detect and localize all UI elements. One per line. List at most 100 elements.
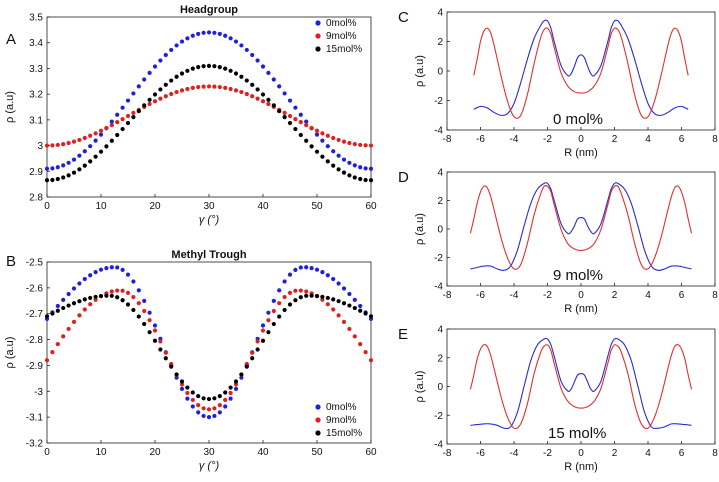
data-point — [320, 154, 325, 159]
data-point — [196, 410, 201, 415]
data-point — [298, 132, 303, 138]
x-tick-label: -2 — [543, 448, 552, 459]
panel-letter: C — [398, 9, 409, 26]
data-point — [298, 288, 303, 293]
data-point — [120, 298, 125, 303]
legend-label: 15mol% — [326, 428, 362, 439]
x-tick-label: 0 — [44, 201, 50, 212]
y-tick-label: 3.3 — [29, 64, 43, 75]
data-point — [50, 177, 55, 183]
data-point — [50, 143, 55, 148]
data-point — [109, 119, 114, 124]
data-point — [320, 138, 325, 143]
data-point — [304, 123, 309, 128]
data-point — [212, 84, 217, 89]
data-point — [206, 30, 212, 35]
panel-d-9mol: -8 -6 -4 -2 0 2 4 6 8 -4 -2 0 2 4 R (nm) ρ (a.u) D 9 mol% — [398, 168, 718, 316]
data-point — [320, 294, 325, 299]
data-point — [125, 290, 131, 295]
data-point — [82, 149, 87, 154]
data-point — [255, 87, 260, 92]
data-point — [331, 163, 336, 168]
data-point — [358, 142, 363, 148]
y-tick-label: 3.1 — [29, 115, 43, 126]
data-point — [314, 149, 320, 154]
data-point — [206, 415, 212, 420]
data-point — [347, 160, 352, 165]
data-point — [169, 78, 174, 83]
legend-marker — [315, 46, 321, 52]
x-tick-label: 10 — [95, 201, 107, 212]
data-point — [304, 119, 309, 124]
series-9molpct — [44, 84, 374, 148]
data-point — [223, 404, 228, 409]
data-point — [66, 303, 71, 308]
x-axis-label: R (nm) — [564, 303, 598, 315]
y-tick-label: 0 — [437, 67, 443, 78]
data-point — [260, 323, 266, 328]
data-point — [314, 267, 320, 272]
data-point — [293, 126, 298, 132]
panel-title: Methyl Trough — [171, 249, 246, 261]
data-point — [131, 294, 136, 300]
panel-letter: A — [6, 31, 16, 48]
data-point — [174, 43, 179, 48]
data-point — [298, 265, 303, 270]
x-tick-label: 50 — [311, 447, 323, 458]
panel-letter: B — [6, 253, 16, 270]
x-tick-label: -8 — [443, 448, 452, 459]
data-point — [82, 307, 87, 312]
panel-letter: D — [398, 169, 409, 186]
data-point — [147, 310, 152, 315]
data-point — [109, 293, 114, 298]
data-point — [115, 295, 120, 300]
panel-title: Headgroup — [180, 4, 238, 16]
data-point — [233, 379, 239, 384]
data-point — [109, 265, 114, 270]
x-tick-label: -4 — [510, 448, 519, 459]
data-point — [347, 173, 352, 178]
data-point — [363, 143, 368, 148]
data-point — [88, 144, 93, 149]
data-point — [185, 68, 190, 73]
data-point — [93, 154, 98, 159]
data-point — [88, 133, 93, 138]
series-15molpct — [44, 63, 374, 183]
x-tick-label: 0 — [44, 447, 50, 458]
data-point — [336, 281, 341, 286]
y-tick-label: 4 — [437, 325, 443, 336]
x-tick-label: 40 — [257, 201, 269, 212]
data-point — [196, 84, 201, 90]
data-point — [266, 97, 271, 102]
data-point — [244, 364, 249, 369]
data-point — [260, 338, 266, 343]
data-point — [190, 66, 195, 71]
data-point — [93, 297, 98, 302]
data-point — [331, 297, 336, 302]
data-point — [266, 330, 271, 335]
data-point — [163, 82, 168, 87]
y-tick-label: -2 — [434, 411, 443, 422]
y-tick-label: 0 — [437, 225, 443, 236]
data-point — [179, 71, 185, 76]
x-tick-label: 6 — [679, 448, 685, 459]
data-point — [309, 293, 314, 298]
data-point — [239, 375, 244, 380]
data-point — [368, 178, 374, 183]
data-point — [363, 177, 368, 183]
data-point — [331, 307, 336, 312]
data-point — [88, 302, 93, 307]
data-point — [331, 276, 336, 282]
data-point — [287, 272, 293, 277]
x-tick-label: -4 — [510, 290, 519, 301]
data-point — [104, 144, 109, 149]
legend-label: 15mol% — [326, 44, 362, 55]
data-point — [282, 110, 287, 116]
data-point — [239, 74, 244, 79]
data-point — [82, 297, 87, 302]
data-point — [196, 31, 201, 37]
data-point — [239, 43, 244, 48]
x-tick-label: -6 — [476, 290, 485, 301]
data-point — [266, 101, 271, 107]
x-tick-label: 6 — [679, 134, 685, 145]
